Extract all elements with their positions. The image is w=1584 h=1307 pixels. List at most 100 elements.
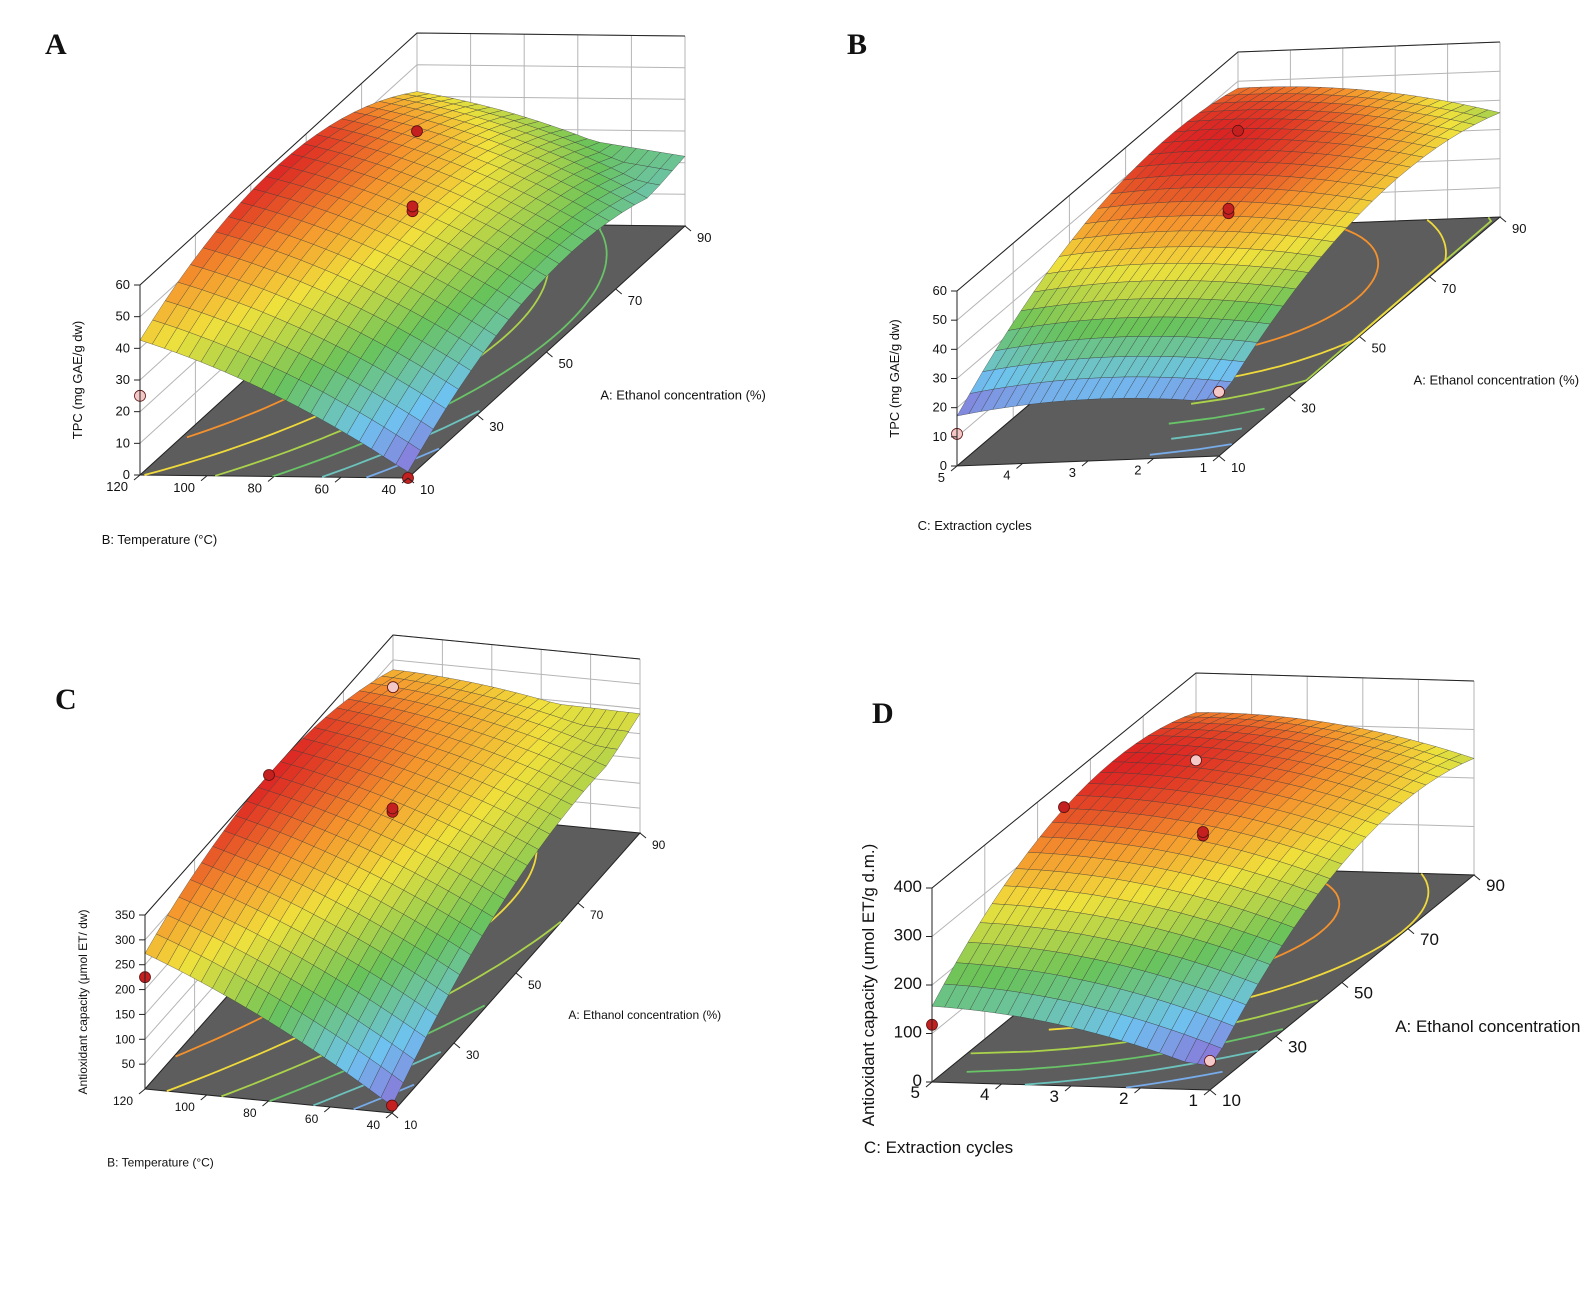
z-tick-label: 20 (116, 404, 130, 419)
contour-line (1190, 216, 1493, 405)
response-surface (931, 712, 1475, 1066)
x-tick (615, 288, 623, 295)
design-point (411, 125, 423, 138)
y-tick-label: 4 (980, 1085, 989, 1104)
x-tick-label: 50 (1354, 984, 1373, 1003)
x-tick-label: 30 (489, 419, 503, 434)
y-tick (1081, 460, 1089, 467)
surface-patch (380, 1074, 404, 1106)
design-point (1232, 124, 1244, 137)
z-tick-label: 30 (933, 371, 947, 386)
panel-d: D 0 100 200 300 400 10 30 50 70 90 1 2 3 4 5 A: Ethanol… (792, 655, 1584, 1307)
wall-edge (139, 32, 686, 286)
z-tick-label: 0 (940, 458, 947, 473)
design-point (1222, 202, 1235, 215)
z-tick-label: 60 (116, 277, 130, 292)
z-tick-label: 50 (116, 309, 130, 324)
z-tick-label: 200 (115, 983, 135, 997)
design-point (406, 200, 419, 213)
contour-line (1024, 1049, 1259, 1086)
surface-patch (395, 442, 421, 472)
y-axis-title: B: Temperature (°C) (102, 532, 218, 547)
z-tick-label: 20 (933, 400, 947, 415)
x-tick (476, 414, 484, 421)
axes: 50 100 150 200 250 300 350 10 30 50 70 90 40 60 80 100 1… (76, 832, 721, 1170)
wall-edge (931, 672, 1475, 889)
z-tick-label: 300 (894, 926, 922, 945)
x-tick (1209, 1089, 1217, 1096)
x-tick-label: 10 (404, 1118, 418, 1132)
x-tick-label: 70 (1420, 930, 1439, 949)
x-axis-title: A: Ethanol concentration (%) (1414, 373, 1579, 388)
x-tick-label: 90 (1486, 876, 1505, 895)
y-tick (925, 1081, 933, 1088)
y-tick (950, 465, 958, 472)
design-point (386, 802, 399, 815)
axes: 0 10 20 30 40 50 60 10 30 50 70 90 40 60 80 100 120 A: Et… (70, 225, 766, 547)
y-tick-label: 1 (1200, 460, 1207, 475)
x-tick (1473, 874, 1481, 881)
axes: 0 10 20 30 40 50 60 10 30 50 70 90 1 2 3 4 5 A: Ethanol c… (887, 216, 1579, 533)
y-tick (1203, 1089, 1211, 1096)
y-tick (334, 476, 342, 483)
y-axis-title: B: Temperature (°C) (107, 1156, 214, 1170)
y-tick (262, 1100, 269, 1107)
y-tick (995, 1083, 1002, 1090)
panel-c: C 50 100 150 200 250 300 350 10 30 50 70 90 40 60 80 10… (0, 634, 792, 1307)
panel-label: A (45, 28, 67, 61)
y-tick (401, 477, 409, 484)
z-tick-label: 300 (115, 933, 135, 947)
x-tick-label: 50 (1372, 341, 1386, 356)
y-tick-label: 40 (367, 1118, 381, 1132)
y-axis-title: C: Extraction cycles (918, 518, 1033, 533)
y-tick (138, 1088, 146, 1095)
design-point (386, 1099, 398, 1112)
surface-plot: 0 100 200 300 400 10 30 50 70 90 1 2 3 4 5 A: Ethanol c… (859, 672, 1584, 1157)
x-axis-title: A: Ethanol concentration (%) (1395, 1017, 1584, 1036)
y-tick-label: 2 (1134, 463, 1141, 478)
z-tick-label: 40 (116, 340, 130, 355)
response-surface (139, 91, 686, 472)
y-tick-label: 80 (243, 1106, 257, 1120)
x-tick (453, 1042, 461, 1049)
design-point (1197, 826, 1209, 838)
z-tick-label: 30 (116, 372, 130, 387)
design-point (263, 769, 275, 781)
design-point (1204, 1054, 1216, 1067)
z-axis-title: Antioxidant capacity (umol ET/g d.m.) (859, 844, 878, 1127)
y-tick-label: 120 (106, 479, 128, 494)
response-surface (956, 86, 1501, 417)
y-tick (1147, 458, 1154, 464)
z-tick-label: 250 (115, 958, 135, 972)
x-tick (1218, 455, 1226, 462)
x-tick-label: 10 (1231, 460, 1245, 475)
contour-line (1213, 222, 1380, 355)
panel-label: C (55, 683, 77, 716)
y-tick (1064, 1085, 1072, 1092)
x-axis-title: A: Ethanol concentration (%) (568, 1008, 721, 1022)
x-tick-label: 30 (1301, 400, 1315, 415)
panel-b: B 0 10 20 30 40 50 60 10 30 50 70 90 1 2 3 4 5 A: Ethanol… (792, 0, 1584, 640)
z-tick-label: 10 (116, 435, 130, 450)
contour-line (1149, 443, 1232, 456)
x-tick-label: 50 (528, 978, 542, 992)
y-tick-label: 80 (248, 481, 262, 496)
y-tick (1134, 1087, 1141, 1094)
y-tick-label: 60 (315, 481, 329, 496)
surface-plot: 50 100 150 200 250 300 350 10 30 50 70 90 40 60 80 100 1… (76, 634, 721, 1170)
design-point (1058, 801, 1070, 814)
y-tick (385, 1112, 393, 1119)
x-tick-label: 30 (466, 1048, 480, 1062)
x-tick (407, 477, 415, 484)
z-axis-title: TPC (mg GAE/g dw) (887, 319, 902, 437)
y-tick-label: 3 (1069, 465, 1076, 480)
x-tick-label: 70 (590, 908, 604, 922)
y-tick-label: 5 (938, 470, 945, 485)
y-tick-label: 100 (173, 480, 195, 495)
y-tick-label: 100 (175, 1100, 195, 1114)
contour-line (1157, 219, 1447, 387)
x-tick-label: 10 (420, 482, 434, 497)
z-tick-label: 200 (894, 974, 922, 993)
x-tick (639, 832, 647, 839)
z-tick-label: 100 (115, 1032, 135, 1046)
